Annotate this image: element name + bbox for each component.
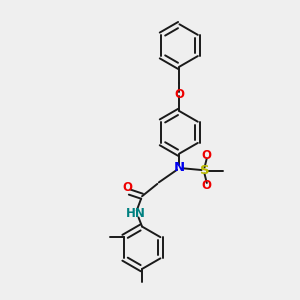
- Text: O: O: [122, 182, 132, 194]
- Text: O: O: [202, 179, 212, 192]
- Text: O: O: [174, 88, 184, 100]
- Text: O: O: [202, 149, 212, 162]
- Text: HN: HN: [126, 207, 146, 220]
- Text: N: N: [174, 161, 185, 174]
- Text: S: S: [200, 164, 209, 177]
